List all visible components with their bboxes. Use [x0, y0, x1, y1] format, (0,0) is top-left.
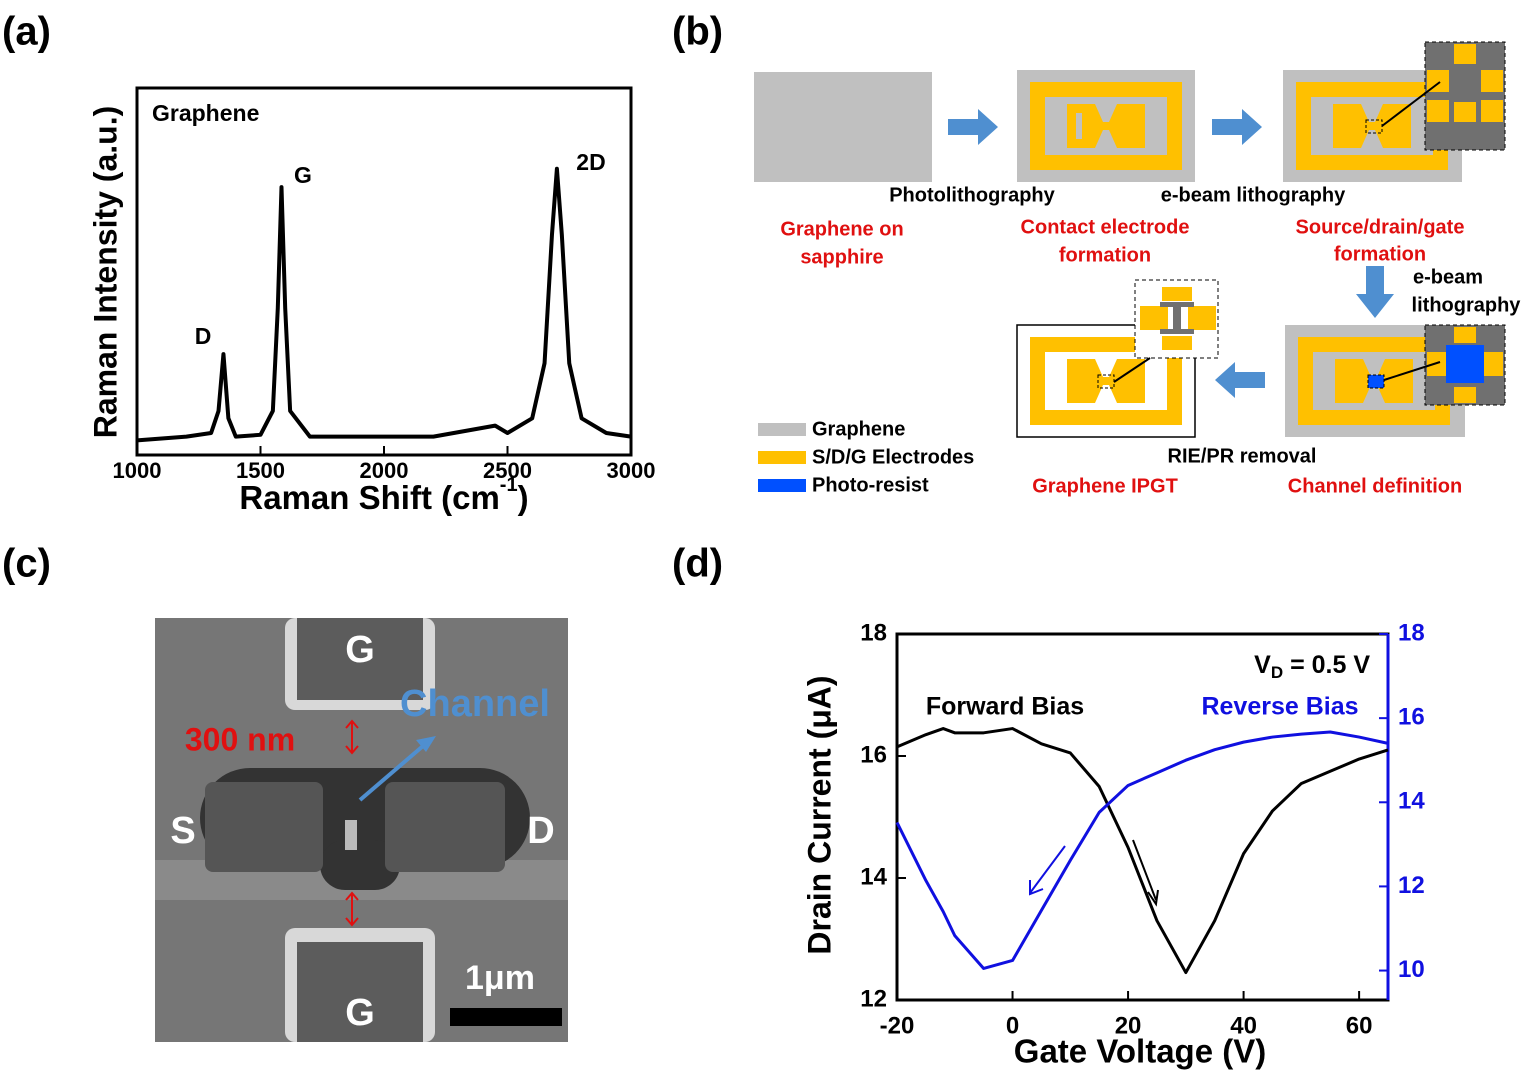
- electrode-label: D: [527, 810, 554, 852]
- device: [1017, 70, 1195, 182]
- stage-label: Source/drain/gate: [1296, 216, 1465, 238]
- y2-tick-label: 16: [1398, 703, 1425, 730]
- y-axis-label: Drain Current (μA): [801, 675, 837, 954]
- process-diagram: Photolithography e-beam lithography Grap…: [754, 41, 1522, 497]
- y2-tick-label: 10: [1398, 956, 1425, 983]
- stage-label: sapphire: [800, 246, 883, 268]
- x-tick-label: 2500: [483, 458, 532, 483]
- sample-label: Graphene: [152, 100, 259, 126]
- stage-label: formation: [1059, 244, 1151, 266]
- panel-label: (b): [672, 10, 723, 54]
- y-tick-label: 12: [860, 985, 887, 1012]
- y-axis-label: Raman Intensity (a.u.): [87, 106, 123, 439]
- x-tick-label: 20: [1115, 1012, 1142, 1039]
- legend-label: S/D/G Electrodes: [812, 446, 974, 468]
- device: [1285, 324, 1506, 437]
- annotation: VD = 0.5 V: [1254, 651, 1370, 683]
- y2-tick-label: 14: [1398, 788, 1425, 815]
- stage-label: formation: [1334, 243, 1426, 265]
- y2-tick-label: 12: [1398, 872, 1425, 899]
- annotation-sub: D: [1271, 663, 1283, 682]
- x-tick-label: 2000: [360, 458, 409, 483]
- gap-label: 300 nm: [185, 721, 295, 757]
- x-tick-label: 0: [1006, 1012, 1019, 1039]
- y-tick-label: 14: [860, 863, 887, 890]
- process-label: Photolithography: [889, 184, 1055, 206]
- peak-label: G: [294, 162, 312, 188]
- series-label: Reverse Bias: [1201, 693, 1358, 721]
- x-axis-label-part: Raman Shift (cm: [239, 479, 499, 516]
- legend-swatch: [758, 423, 806, 436]
- annotation-part: V: [1254, 651, 1271, 679]
- graphene-substrate: [754, 72, 932, 182]
- sem-image: G G S D Channel 300 nm 1μm: [155, 618, 568, 1042]
- series-label: Forward Bias: [926, 693, 1084, 721]
- device: [1016, 279, 1219, 438]
- process-label: RIE/PR removal: [1168, 445, 1317, 467]
- stage-label: Contact electrode: [1021, 216, 1190, 238]
- scale-bar-label: 1μm: [465, 959, 535, 997]
- arrow: [948, 109, 998, 145]
- peak-label: D: [195, 323, 212, 349]
- electrode-label: G: [345, 629, 375, 671]
- x-tick-label: 40: [1230, 1012, 1257, 1039]
- x-tick-label: 3000: [607, 458, 656, 483]
- y2-tick-label: 18: [1398, 619, 1425, 646]
- annotation-part: = 0.5 V: [1283, 651, 1370, 679]
- peak-label: 2D: [576, 149, 605, 175]
- panel-label: (c): [2, 542, 51, 586]
- data-line: [896, 727, 1389, 975]
- electrode-label: G: [345, 992, 375, 1034]
- x-axis-label-sup: -1: [500, 474, 518, 496]
- stage-label: Graphene IPGT: [1032, 475, 1178, 497]
- process-label: lithography: [1412, 294, 1522, 316]
- arrow: [1212, 109, 1262, 145]
- panel-label: (d): [672, 542, 723, 586]
- stage-label: Channel definition: [1288, 475, 1462, 497]
- legend-swatch: [758, 451, 806, 464]
- panel-label: (a): [2, 10, 51, 54]
- legend-label: Photo-resist: [812, 474, 929, 496]
- x-axis-label: Raman Shift (cm-1): [239, 474, 528, 515]
- arrow: [1215, 362, 1265, 398]
- plot-frame: [135, 86, 633, 457]
- process-label: e-beam: [1413, 266, 1483, 288]
- plot-frame: [895, 632, 1390, 1002]
- channel-label: Channel: [400, 683, 550, 725]
- direction-arrow: [1029, 845, 1066, 896]
- arrow: [1356, 266, 1394, 318]
- process-label: e-beam lithography: [1161, 184, 1346, 206]
- x-axis-label-part: ): [518, 479, 529, 516]
- x-tick-label: -20: [880, 1012, 915, 1039]
- device: [1283, 41, 1506, 182]
- x-tick-label: 60: [1346, 1012, 1373, 1039]
- x-axis-label: Gate Voltage (V): [1014, 1033, 1266, 1070]
- x-tick-label: 1000: [113, 458, 162, 483]
- data-line: [136, 166, 632, 443]
- electrode-label: S: [170, 810, 195, 852]
- legend-swatch: [758, 479, 806, 492]
- y-tick-label: 18: [860, 619, 887, 646]
- x-tick-label: 1500: [236, 458, 285, 483]
- direction-arrow: [1132, 839, 1159, 907]
- y-tick-label: 16: [860, 741, 887, 768]
- stage-label: Graphene on: [780, 218, 903, 240]
- legend-label: Graphene: [812, 418, 905, 440]
- data-line: [895, 730, 1389, 970]
